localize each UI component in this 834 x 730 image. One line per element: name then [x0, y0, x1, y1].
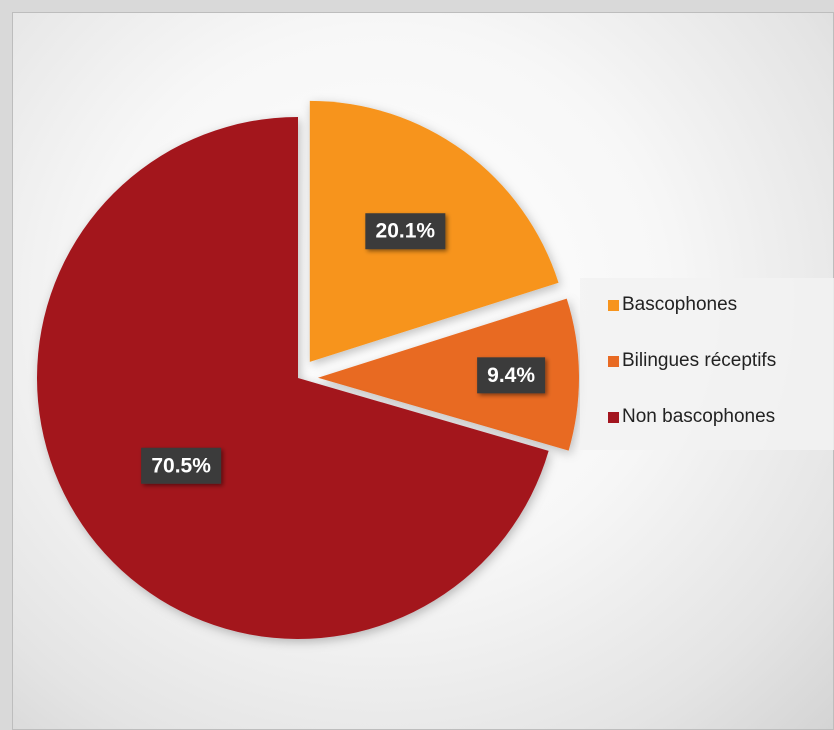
legend-label-non-bascophones: Non bascophones [622, 406, 776, 427]
pie-slice-non-bascophones [36, 117, 549, 639]
legend-item-non-bascophones: Non bascophones [608, 406, 775, 428]
data-label-text-bascophones: 20.1% [376, 220, 436, 243]
legend-swatch-bilingues-receptifs [608, 355, 619, 367]
data-label-box-bilingues-receptifs [477, 357, 546, 394]
legend-swatch-non-bascophones [608, 411, 619, 423]
data-label-box-bascophones [365, 213, 446, 250]
legend-item-bascophones: Bascophones [608, 294, 737, 316]
data-label-text-bilingues-receptifs: 9.4% [487, 364, 535, 387]
legend-item-bilingues-receptifs: Bilingues réceptifs [608, 350, 776, 372]
legend: Bascophones Bilingues réceptifs Non basc… [580, 278, 834, 450]
legend-label-bilingues-receptifs: Bilingues réceptifs [622, 350, 777, 371]
data-label-non-bascophones: 70.5% [141, 447, 222, 484]
data-label-box-non-bascophones [141, 447, 222, 484]
legend-swatch-bascophones [608, 299, 619, 311]
pie-slice-bilingues-receptifs [317, 298, 579, 451]
data-label-text-non-bascophones: 70.5% [151, 454, 211, 477]
legend-label-bascophones: Bascophones [622, 294, 738, 315]
data-label-bascophones: 20.1% [365, 213, 446, 250]
data-label-bilingues-receptifs: 9.4% [477, 357, 546, 394]
